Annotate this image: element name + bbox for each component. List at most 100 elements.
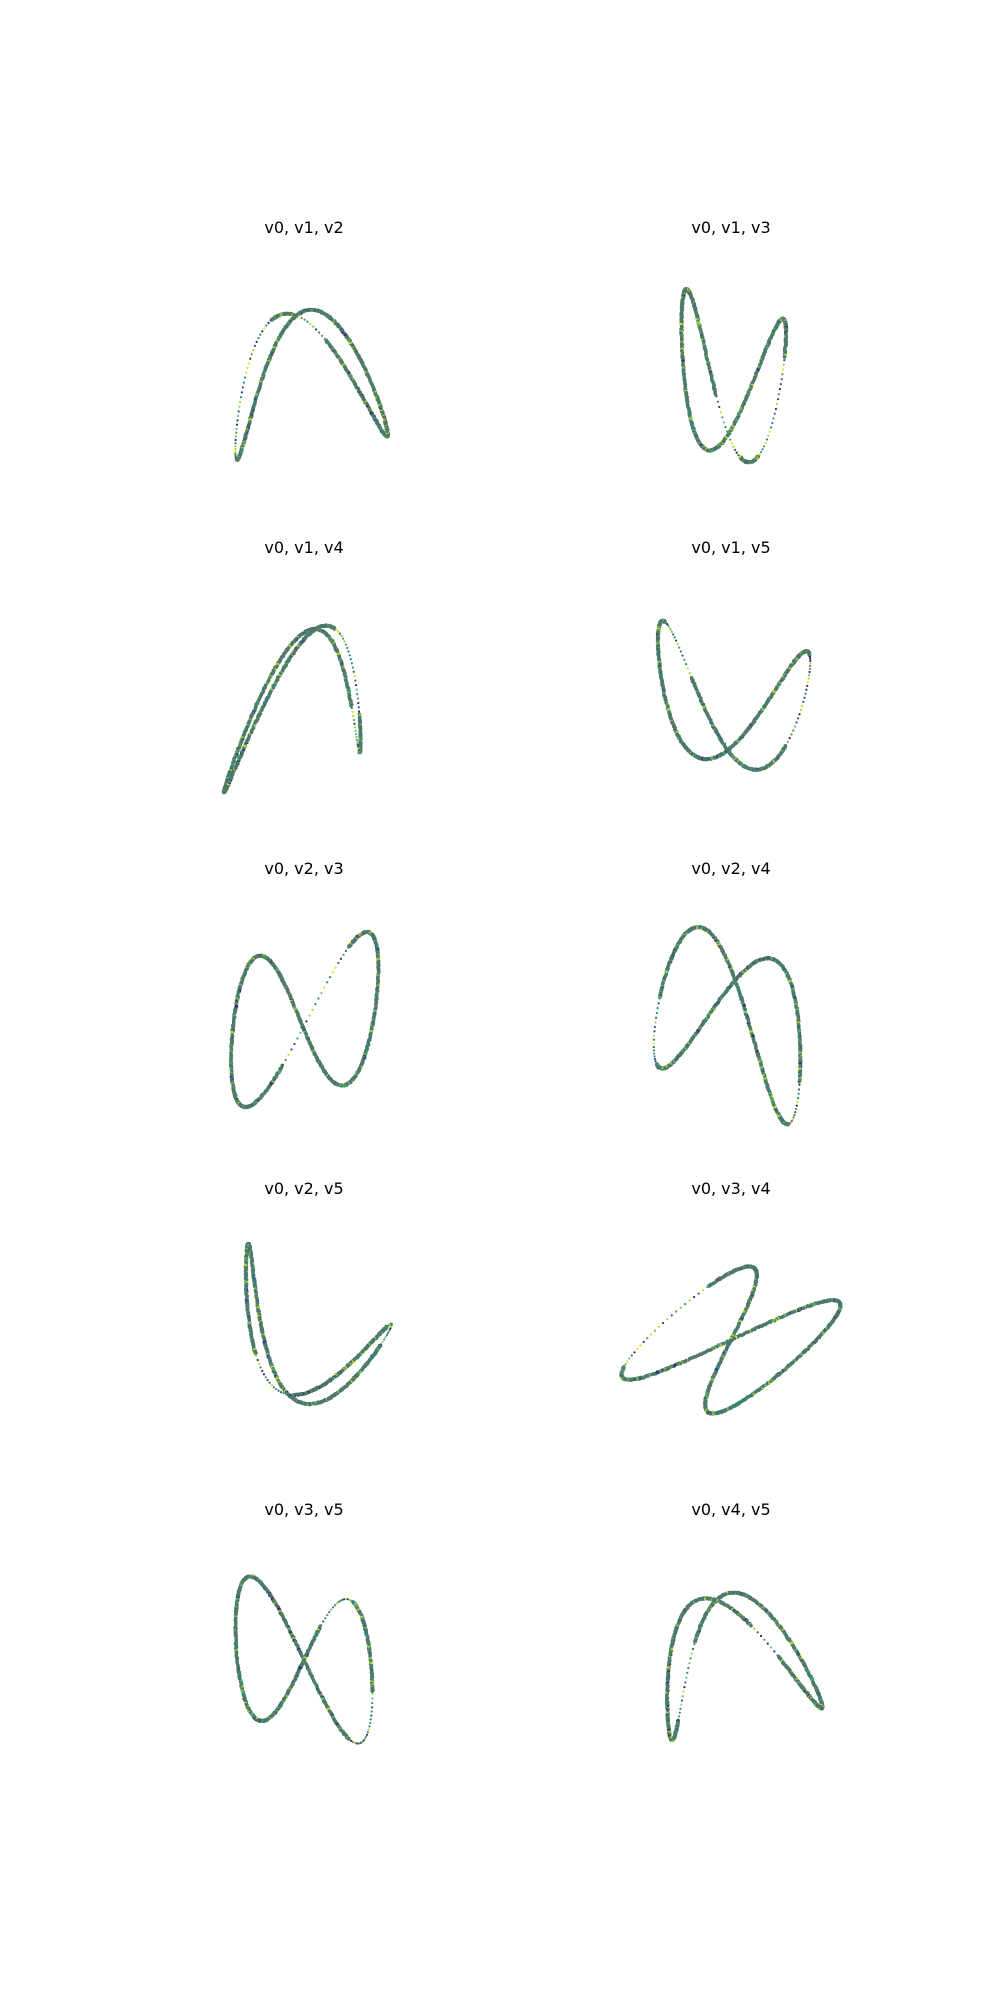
scatter-point [292, 313, 296, 317]
scatter-point [354, 683, 358, 687]
scatter-point [790, 733, 793, 736]
scatter-point [331, 971, 334, 974]
scatter-point [670, 630, 673, 633]
scatter-point [686, 667, 689, 670]
scatter-point [305, 1020, 308, 1023]
scatter-point [356, 745, 360, 748]
scatter-point [775, 402, 779, 406]
scatter-point [249, 357, 252, 360]
scatter-point [768, 430, 771, 433]
scatter-point [239, 400, 242, 404]
scatter-point [801, 704, 804, 708]
scatter-point [343, 640, 346, 643]
scatter-point [684, 663, 688, 666]
scatter-point [673, 636, 676, 639]
scatter-point [679, 650, 682, 653]
scatter-point [797, 1080, 801, 1084]
scatter-point [773, 412, 776, 415]
scatter-point [238, 405, 241, 408]
scatter-point [806, 684, 809, 688]
scatter-point [727, 434, 730, 437]
scatter-point [243, 376, 247, 379]
scatter-point [247, 362, 250, 365]
scatter-point [315, 328, 318, 331]
scatter-point [235, 431, 238, 434]
scatter-point [733, 741, 737, 745]
scatter-point [788, 737, 791, 740]
scatter-point [335, 628, 338, 631]
scatter-point [724, 425, 727, 429]
scatter-point [674, 639, 678, 642]
scatter-point [303, 318, 306, 321]
scatter-point [317, 997, 320, 1000]
scatter-point [797, 1092, 800, 1095]
scatter-point [729, 438, 732, 441]
scatter-point [287, 1053, 290, 1056]
scatter-point [807, 677, 810, 680]
scatter-point [350, 662, 353, 665]
scatter-point [794, 1111, 797, 1114]
scatter-point [759, 451, 763, 454]
panel-title: v0, v2, v4 [691, 859, 770, 878]
scatter-point [765, 438, 769, 441]
scatter-point [234, 452, 237, 455]
scatter-point [339, 957, 343, 960]
scatter-point [341, 637, 345, 640]
scatter-point [257, 337, 260, 340]
scatter-point [234, 442, 237, 445]
scatter-point [776, 398, 780, 401]
scatter-point [354, 729, 357, 732]
scatter-point [267, 321, 270, 325]
scatter-point [721, 416, 724, 419]
scatter-point [252, 348, 255, 352]
scatter-point [796, 1100, 799, 1104]
scatter-point [250, 353, 253, 356]
scatter-point [778, 388, 782, 391]
scatter-point [809, 659, 812, 663]
scatter-point [320, 991, 323, 995]
scatter-point [781, 368, 785, 371]
scatter-point [669, 628, 672, 631]
scatter-point [799, 708, 802, 712]
scatter-point [792, 729, 795, 732]
scatter-point [337, 630, 340, 633]
scatter-point [809, 662, 812, 665]
scatter-point [347, 650, 350, 653]
scatter-point [725, 430, 729, 433]
scatter-point [774, 407, 777, 411]
scatter-point [808, 655, 812, 659]
scatter-point [795, 721, 798, 724]
scatter-point [239, 396, 243, 399]
scatter-point [352, 714, 355, 718]
scatter-point [806, 681, 810, 684]
scatter-point [793, 1113, 796, 1117]
scatter-point [735, 451, 738, 454]
panel-title: v0, v1, v4 [264, 538, 343, 557]
scatter-point [353, 675, 356, 678]
scatter-point [342, 953, 345, 956]
scatter-point [314, 1003, 317, 1006]
scatter-point [796, 1097, 800, 1100]
scatter-point [676, 642, 679, 646]
scatter-point [803, 696, 806, 699]
scatter-point [300, 316, 303, 320]
panel-title: v0, v1, v3 [691, 218, 770, 237]
scatter-point [263, 327, 266, 330]
scatter-point [309, 322, 312, 326]
scatter-point [804, 692, 807, 695]
scatter-point [299, 1031, 302, 1034]
scatter-point [255, 340, 258, 344]
scatter-point [797, 1088, 801, 1091]
scatter-point [704, 347, 708, 352]
scatter-point [767, 434, 770, 437]
scatter-point [234, 435, 238, 438]
panel-v0-v1-v2: v0, v1, v2 [234, 218, 390, 462]
scatter-point [349, 658, 352, 661]
scatter-point [235, 423, 239, 426]
scatter-point [266, 696, 270, 701]
scatter-point [242, 381, 245, 384]
scatter-point [308, 1014, 311, 1017]
scatter-point [246, 366, 249, 370]
scatter-point [328, 976, 332, 979]
scatter-point [356, 741, 359, 744]
